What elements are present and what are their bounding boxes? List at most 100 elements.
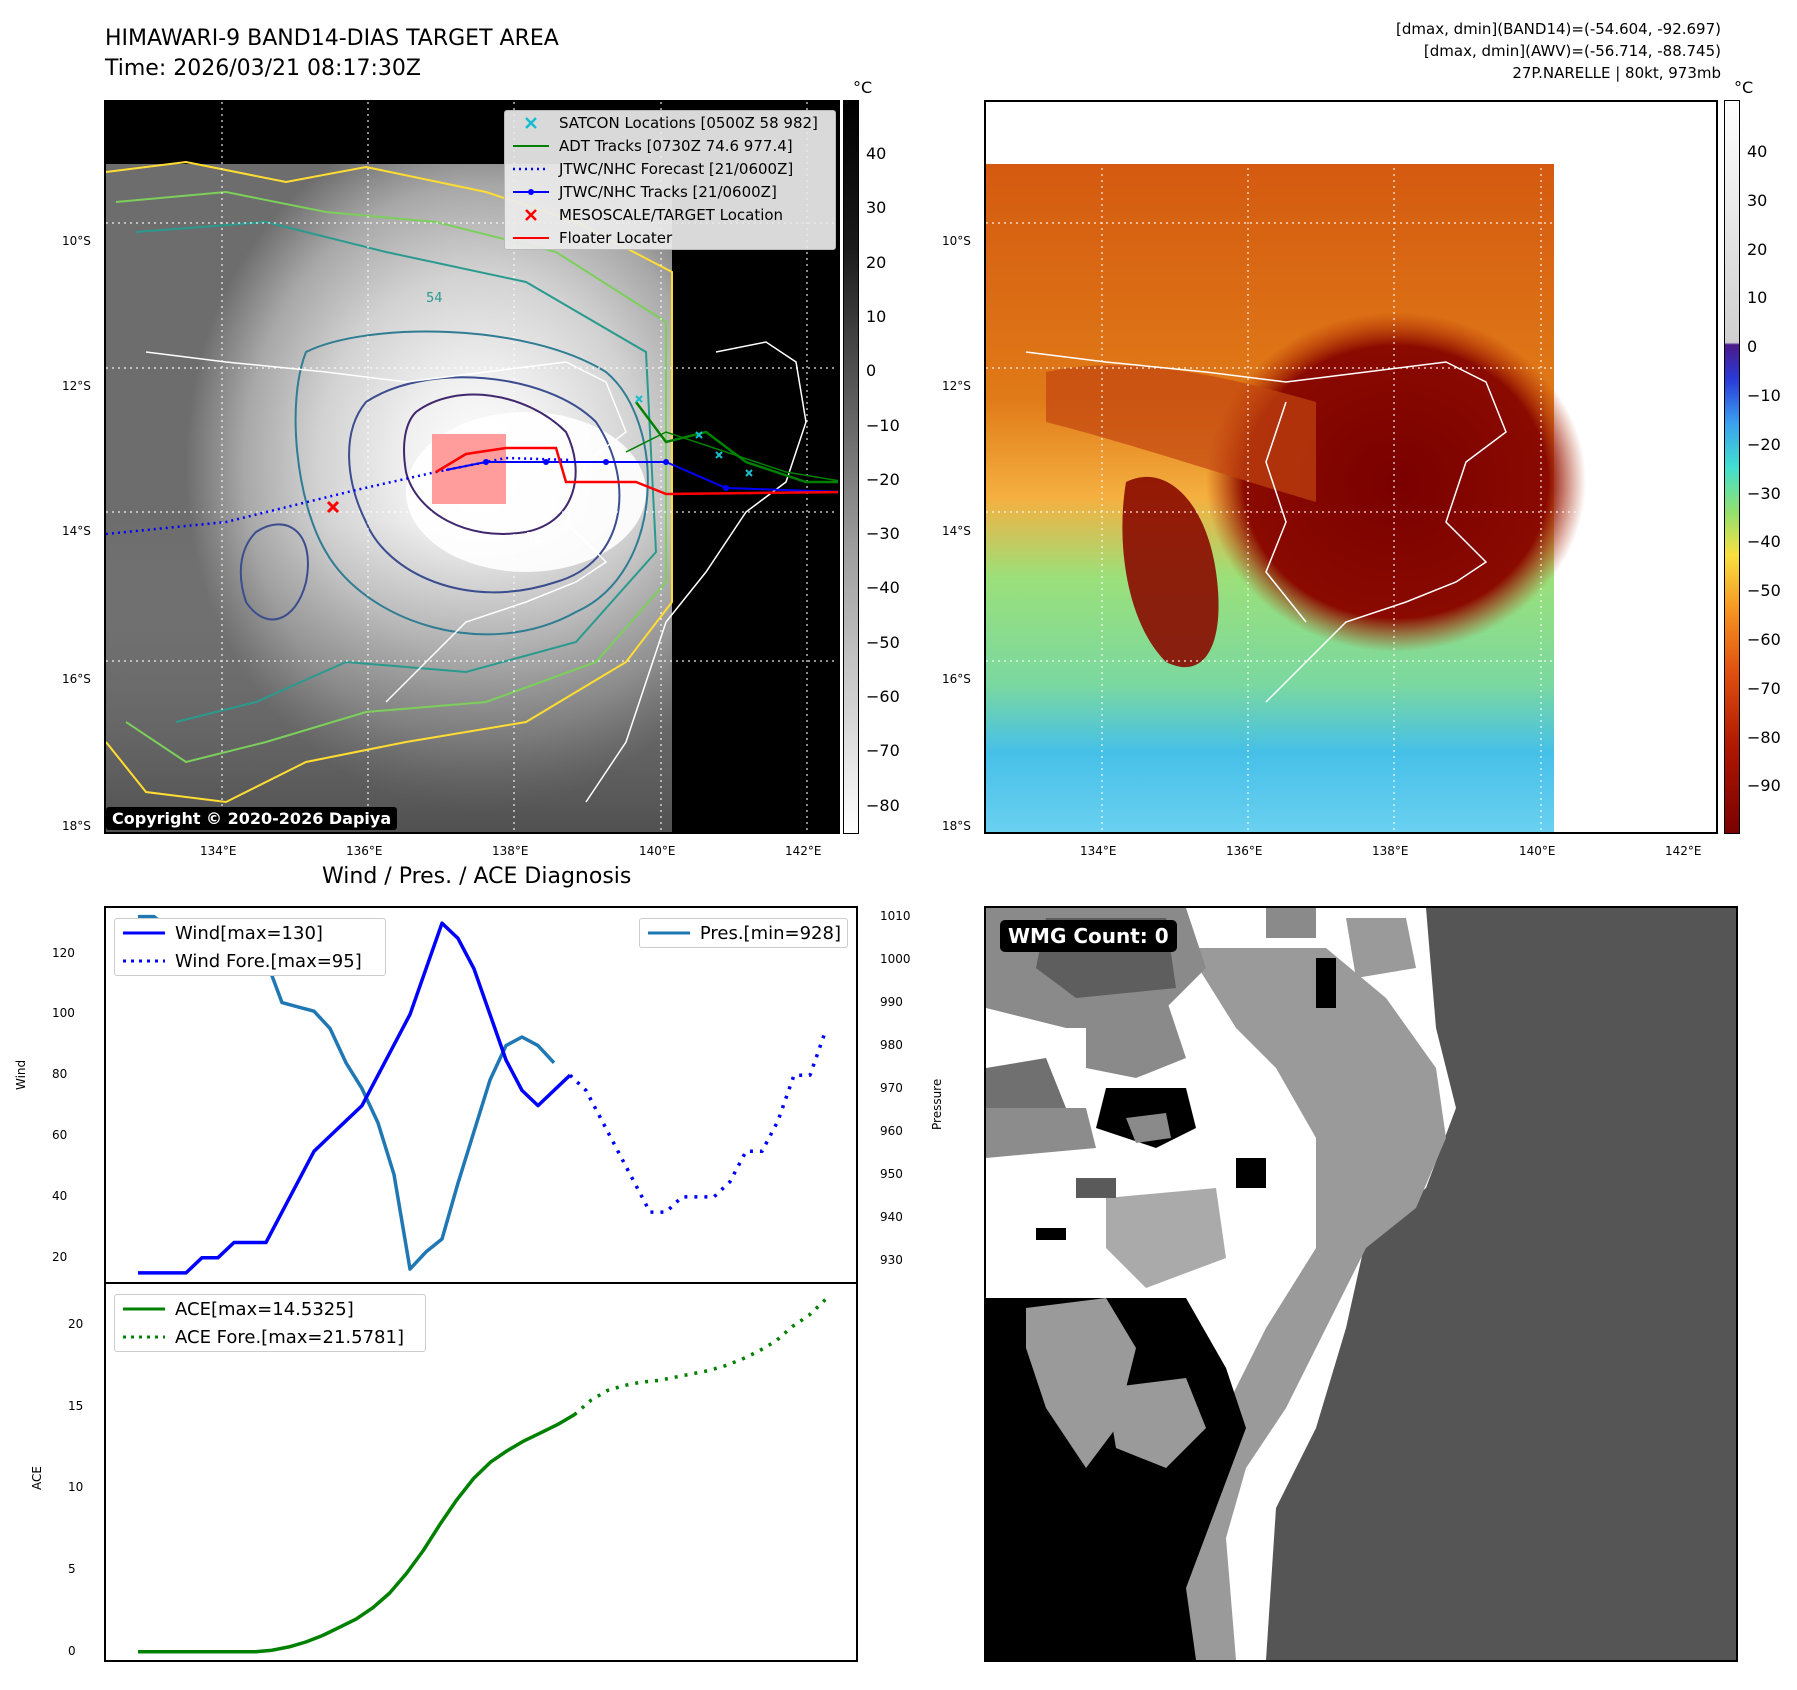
colorbar-tick: 10 (1747, 288, 1768, 308)
ace-tick: 15 (68, 1398, 84, 1413)
pressure-legend: Pres.[min=928] (638, 918, 848, 948)
floater-locater (435, 446, 838, 496)
lon-tick: 142°E (1665, 844, 1702, 858)
colorbar-tick: −40 (866, 578, 900, 598)
wmg-panel: WMG Count: 0 (984, 906, 1738, 1662)
colorbar-tick: 30 (866, 198, 887, 218)
colorbar-tick: 0 (1747, 337, 1758, 357)
pressure-tick: 1000 (880, 951, 911, 966)
colorbar-tick: −90 (1747, 776, 1781, 796)
pressure-tick: 930 (880, 1252, 903, 1267)
color-colorbar (1724, 100, 1740, 834)
wind-tick: 60 (52, 1128, 68, 1143)
ace-panel: ACE[max=14.5325] ACE Fore.[max=21.5781] (104, 1282, 858, 1662)
lon-tick: 136°E (346, 844, 383, 858)
colorbar-tick: −50 (1747, 581, 1781, 601)
lat-tick: 12°S (942, 379, 971, 393)
legend-target: MESOSCALE/TARGET Location (505, 203, 835, 226)
ace-line (138, 1413, 576, 1654)
map-legend: SATCON Locations [0500Z 58 982] ADT Trac… (504, 110, 836, 250)
ace-tick: 0 (68, 1643, 76, 1658)
lat-tick: 18°S (942, 819, 971, 833)
wind-tick: 40 (52, 1188, 68, 1203)
colorbar-tick: 20 (866, 252, 887, 272)
target-location (326, 500, 340, 514)
band14-range: [dmax, dmin](BAND14)=(-54.604, -92.697) (1396, 20, 1721, 38)
ace-legend: ACE[max=14.5325] ACE Fore.[max=21.5781] (114, 1294, 426, 1352)
wind-line (138, 921, 572, 1275)
colorbar-tick: −70 (866, 741, 900, 761)
legend-adt: ADT Tracks [0730Z 74.6 977.4] (513, 136, 793, 155)
wind-legend: Wind[max=130] Wind Fore.[max=95] (114, 918, 386, 976)
colorbar-tick: −80 (866, 795, 900, 815)
colorbar-tick: −60 (866, 687, 900, 706)
colorbar-tick: 20 (1747, 239, 1768, 259)
lon-tick: 140°E (1519, 844, 1556, 858)
pressure-tick: 960 (880, 1123, 903, 1138)
pressure-tick: 1010 (880, 908, 911, 923)
colorbar-tick: −80 (1747, 727, 1781, 747)
colorbar-tick: −30 (1747, 483, 1781, 503)
ace-tick: 20 (68, 1316, 84, 1331)
wind-axis-label: Wind (14, 1059, 28, 1090)
lat-tick: 12°S (62, 379, 91, 393)
legend-jtwc-tracks: JTWC/NHC Tracks [21/0600Z] (505, 180, 835, 203)
lon-tick: 140°E (639, 844, 676, 858)
colorbar-tick: 10 (866, 306, 887, 326)
storm-info: 27P.NARELLE | 80kt, 973mb (1512, 64, 1721, 82)
legend-satcon: SATCON Locations [0500Z 58 982] (505, 111, 835, 134)
lon-tick: 138°E (1372, 844, 1409, 858)
color-cbar-unit: °C (1734, 78, 1754, 97)
colorbar-tick: 0 (866, 361, 877, 381)
wind-tick: 20 (52, 1249, 68, 1264)
colorbar-tick: −60 (1747, 630, 1781, 649)
colorbar-tick: −70 (1747, 678, 1781, 698)
wmg-count-label: WMG Count: 0 (1000, 920, 1177, 952)
wind-tick: 120 (52, 945, 75, 960)
color-map-image (986, 102, 1716, 832)
legend-ace: ACE[max=14.5325] (123, 1298, 354, 1320)
legend-floater: Floater Locater (513, 228, 673, 247)
pressure-tick: 980 (880, 1037, 903, 1052)
legend-pressure: Pres.[min=928] (647, 922, 841, 944)
lat-tick: 16°S (942, 672, 971, 686)
colorbar-tick: −20 (866, 469, 900, 489)
wind-tick: 80 (52, 1067, 68, 1082)
colorbar-tick: −20 (1747, 434, 1781, 454)
lon-tick: 136°E (1226, 844, 1263, 858)
ace-plot (138, 1297, 828, 1654)
ace-axis-label: ACE (30, 1466, 44, 1490)
wind-forecast-line (568, 1029, 828, 1214)
lat-tick: 14°S (62, 524, 91, 538)
gray-colorbar (843, 100, 859, 834)
lon-tick: 134°E (1080, 844, 1117, 858)
color-map-panel (984, 100, 1718, 834)
lon-tick: 134°E (200, 844, 237, 858)
lat-tick: 18°S (62, 819, 91, 833)
legend-wind-fore: Wind Fore.[max=95] (123, 950, 362, 972)
colorbar-tick: −10 (866, 415, 900, 435)
pressure-axis-label: Pressure (930, 1078, 944, 1130)
ace-tick: 10 (68, 1480, 84, 1495)
forecast-track (106, 456, 573, 536)
lat-tick: 16°S (62, 672, 91, 686)
colorbar-tick: 40 (1747, 142, 1768, 161)
floater-box (432, 434, 506, 504)
ace-forecast-line (573, 1297, 828, 1417)
diagnosis-title: Wind / Pres. / ACE Diagnosis (322, 864, 632, 889)
legend-wind: Wind[max=130] (123, 922, 323, 944)
pressure-tick: 940 (880, 1209, 903, 1224)
ir-map-panel: 54 76 (104, 100, 840, 834)
wind-pressure-panel: Wind[max=130] Wind Fore.[max=95] Pres.[m… (104, 906, 858, 1284)
contour-label-54: 54 (426, 291, 443, 306)
legend-ace-fore: ACE Fore.[max=21.5781] (123, 1326, 404, 1348)
wmg-image (986, 908, 1736, 1660)
main-title: HIMAWARI-9 BAND14-DIAS TARGET AREA (105, 26, 559, 51)
gray-cbar-unit: °C (853, 78, 873, 97)
copyright-label: Copyright © 2020-2026 Dapiya (106, 807, 398, 830)
pressure-tick: 990 (880, 994, 903, 1009)
wind-tick: 100 (52, 1006, 75, 1021)
lat-tick: 10°S (62, 234, 91, 248)
colorbar-tick: −30 (866, 524, 900, 544)
pressure-tick: 970 (880, 1080, 903, 1095)
